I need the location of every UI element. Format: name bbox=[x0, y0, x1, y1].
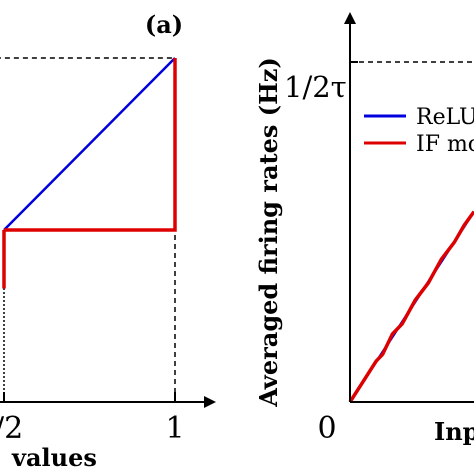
panel-b-x-axis-label: Inp bbox=[434, 417, 474, 446]
legend-label-if-model: IF mo bbox=[416, 132, 474, 157]
legend-label-relu: ReLU bbox=[416, 105, 474, 130]
panel-a-label: (a) bbox=[145, 10, 183, 39]
panel-b-y-axis-label: Averaged firing rates (Hz) bbox=[254, 57, 283, 407]
panel-b-y-tick-label: 1/2τ bbox=[284, 70, 347, 104]
panel-b-x-tick-label-zero: 0 bbox=[317, 411, 336, 446]
panel-a-series-line-blue-0 bbox=[3, 57, 176, 231]
panel-a-series-line-red-1 bbox=[4, 58, 177, 232]
panel-b-chart: 1/2τ 0 Inp Averaged firing rates (Hz) Re… bbox=[254, 12, 474, 446]
panel-b-legend: ReLU IF mo bbox=[364, 105, 474, 157]
panel-b-series bbox=[348, 210, 474, 403]
panel-a-series bbox=[2, 57, 177, 289]
panel-a-chart: (a) /2 1 values bbox=[0, 10, 216, 472]
panel-a-x-tick-label-one: 1 bbox=[165, 411, 184, 446]
panel-a-x-tick-label-half: /2 bbox=[0, 411, 23, 446]
panel-b-series-line-if-mo bbox=[348, 210, 474, 403]
panel-a-x-axis-label: values bbox=[11, 443, 97, 472]
panel-a-reference-lines bbox=[0, 57, 176, 402]
